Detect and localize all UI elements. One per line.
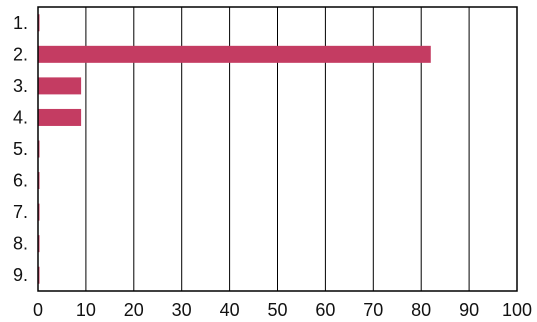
plot-frame (37, 6, 518, 292)
category-labels: 1. 2. 3. 4. 5. 6. 7. 8. 9. (13, 13, 28, 285)
x-tick-label: 90 (459, 300, 479, 320)
category-label: 5. (13, 139, 28, 159)
category-label: 4. (13, 107, 28, 127)
x-tick-labels: 0 10 20 30 40 50 60 70 80 90 100 (33, 300, 532, 320)
category-label: 6. (13, 171, 28, 191)
x-tick-label: 50 (267, 300, 287, 320)
x-tick-label: 0 (33, 300, 43, 320)
x-tick-label: 60 (315, 300, 335, 320)
x-tick-label: 10 (76, 300, 96, 320)
x-tick-label: 80 (411, 300, 431, 320)
category-label: 8. (13, 234, 28, 254)
x-tick-label: 20 (124, 300, 144, 320)
bar (38, 108, 82, 126)
x-tick-label: 70 (363, 300, 383, 320)
x-tick-label: 100 (502, 300, 532, 320)
x-tick-label: 30 (172, 300, 192, 320)
bars (38, 14, 431, 284)
bar (38, 45, 431, 63)
category-label: 7. (13, 202, 28, 222)
bar (38, 77, 82, 95)
category-label: 9. (13, 265, 28, 285)
x-tick-label: 40 (220, 300, 240, 320)
category-label: 2. (13, 44, 28, 64)
category-label: 1. (13, 13, 28, 33)
category-label: 3. (13, 76, 28, 96)
